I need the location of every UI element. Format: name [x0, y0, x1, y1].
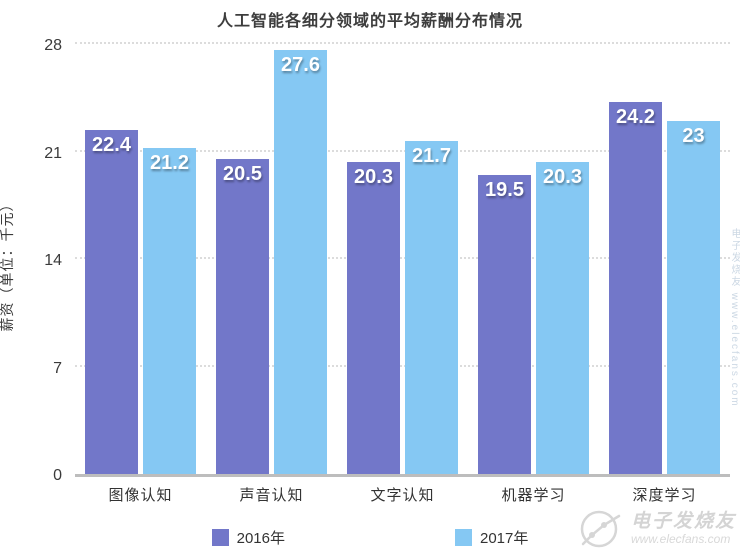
bar-2017年-声音认知: 27.6 — [274, 50, 327, 474]
legend-item-2017年: 2017年 — [455, 527, 528, 548]
bar-2017年-文字认知: 21.7 — [405, 140, 458, 474]
gridline-y-7 — [75, 364, 730, 367]
legend-label: 2017年 — [480, 530, 529, 547]
bar-2016年-图像认知: 22.4 — [85, 130, 138, 474]
bar-value-label: 20.3 — [354, 166, 393, 189]
bar-group-1: 22.4 21.2 — [75, 47, 206, 474]
bar-value-label: 20.3 — [543, 166, 582, 189]
gridline-y-21 — [75, 149, 730, 152]
gridline-y-14 — [75, 257, 730, 259]
bar-group-3: 20.3 21.7 — [337, 47, 468, 474]
legend-label: 2016年 — [236, 530, 285, 547]
x-label-4: 机器学习 — [501, 487, 566, 504]
legend-swatch-icon — [211, 529, 229, 546]
x-axis-labels: 图像认知 声音认知 文字认知 机器学习 深度学习 — [75, 484, 730, 505]
bar-value-label: 20.5 — [223, 163, 262, 186]
y-tick-label-0: 0 — [53, 467, 62, 484]
bar-value-label: 21.2 — [150, 152, 189, 175]
x-label-2: 声音认知 — [239, 487, 304, 504]
plot-area: 22.4 21.2 20.5 27.6 20.3 21.7 19.5 20.3 24.2 23 — [75, 42, 730, 477]
bar-2017年-机器学习: 20.3 — [536, 162, 589, 474]
x-label-1: 图像认知 — [108, 487, 173, 504]
y-tick-label-28: 28 — [44, 37, 62, 54]
legend-item-2016年: 2016年 — [211, 527, 285, 548]
chart-legend: 2016年 2017年 — [0, 527, 740, 548]
bar-2016年-声音认知: 20.5 — [216, 159, 269, 474]
bar-2016年-深度学习: 24.2 — [609, 102, 662, 474]
y-tick-label-7: 7 — [53, 359, 62, 377]
bar-2016年-文字认知: 20.3 — [347, 162, 400, 474]
bar-groups: 22.4 21.2 20.5 27.6 20.3 21.7 19.5 20.3 24.2 23 — [75, 47, 730, 474]
bar-2017年-图像认知: 21.2 — [143, 148, 196, 474]
gridline-y-28 — [75, 42, 730, 44]
bar-value-label: 21.7 — [412, 144, 451, 167]
bar-value-label: 23 — [682, 124, 705, 147]
bar-2016年-机器学习: 19.5 — [478, 174, 531, 474]
bar-value-label: 27.6 — [281, 54, 320, 77]
legend-swatch-icon — [455, 529, 472, 546]
x-label-5: 深度学习 — [632, 487, 697, 504]
bar-2017年-深度学习: 23 — [667, 120, 720, 474]
bar-value-label: 19.5 — [485, 178, 524, 201]
bar-group-4: 19.5 20.3 — [468, 47, 599, 474]
x-label-3: 文字认知 — [370, 487, 435, 504]
bar-value-label: 22.4 — [92, 134, 131, 156]
bar-group-2: 20.5 27.6 — [206, 47, 337, 474]
y-tick-label-21: 21 — [44, 144, 62, 162]
chart-title: 人工智能各细分领域的平均薪酬分布情况 — [216, 13, 523, 30]
y-tick-label-14: 14 — [44, 252, 62, 269]
bar-value-label: 24.2 — [616, 106, 655, 129]
bar-group-5: 24.2 23 — [599, 47, 730, 474]
